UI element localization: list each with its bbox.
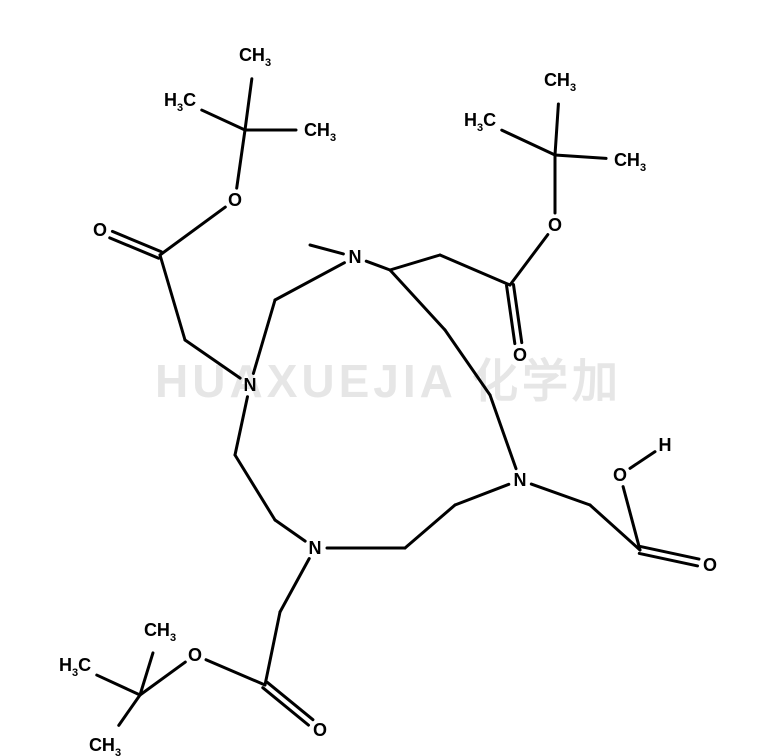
- svg-text:O: O: [703, 555, 717, 575]
- svg-text:N: N: [309, 538, 322, 558]
- svg-text:O: O: [548, 215, 562, 235]
- svg-text:O: O: [513, 345, 527, 365]
- molecule-diagram: N N N N O O H3C CH3 CH3 O O H3C CH3 CH3 O O H3C CH3 CH3 O O H: [0, 0, 777, 756]
- svg-text:O: O: [188, 645, 202, 665]
- svg-text:CH3: CH3: [144, 620, 176, 644]
- svg-text:H3C: H3C: [464, 110, 496, 134]
- svg-text:CH3: CH3: [544, 70, 576, 94]
- svg-text:N: N: [514, 470, 527, 490]
- svg-text:CH3: CH3: [239, 45, 271, 69]
- svg-text:N: N: [244, 375, 257, 395]
- svg-text:CH3: CH3: [89, 735, 121, 756]
- svg-text:O: O: [313, 720, 327, 740]
- svg-text:H3C: H3C: [164, 90, 196, 114]
- svg-text:O: O: [228, 190, 242, 210]
- svg-text:CH3: CH3: [304, 120, 336, 144]
- svg-text:N: N: [349, 247, 362, 267]
- svg-text:H3C: H3C: [59, 655, 91, 679]
- svg-text:CH3: CH3: [614, 150, 646, 174]
- svg-text:O: O: [93, 220, 107, 240]
- svg-text:O: O: [613, 465, 627, 485]
- svg-text:H: H: [659, 435, 672, 455]
